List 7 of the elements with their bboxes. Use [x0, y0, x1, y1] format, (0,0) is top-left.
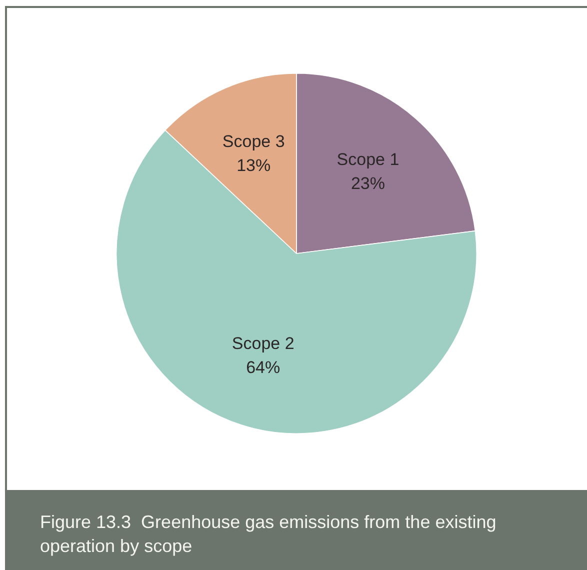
slice-label: Scope 1	[336, 150, 400, 170]
slice-label: Scope 2	[232, 334, 294, 353]
slice-label: Scope 3	[222, 132, 285, 152]
data-label: 23%	[350, 174, 385, 194]
data-label: 13%	[236, 156, 271, 176]
data-label: 64%	[246, 358, 280, 377]
text: Figure 13.3 Greenhouse gas emissions from the existing operation by scope	[5, 490, 587, 570]
